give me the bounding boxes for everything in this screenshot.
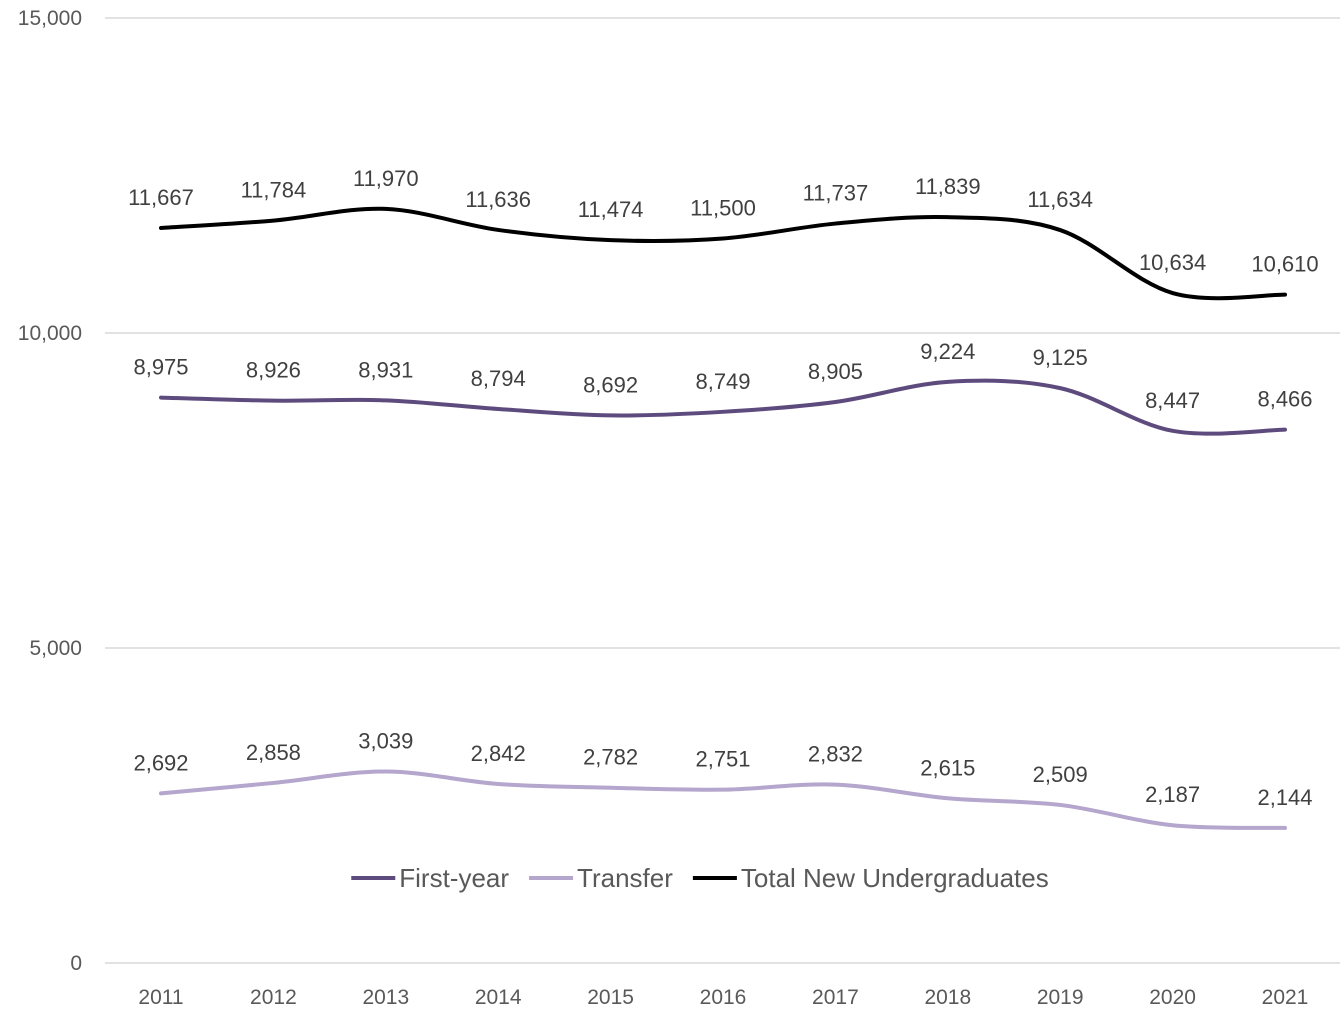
x-tick-label: 2012 bbox=[250, 986, 297, 1009]
data-label-total-new-undergraduates: 11,636 bbox=[465, 187, 531, 212]
data-label-transfer: 2,832 bbox=[808, 742, 863, 767]
gridlines bbox=[105, 17, 1340, 964]
x-tick-label: 2017 bbox=[812, 986, 859, 1009]
data-label-total-new-undergraduates: 11,474 bbox=[578, 197, 644, 222]
series-lines bbox=[159, 206, 1287, 830]
legend-label: Total New Undergraduates bbox=[741, 863, 1049, 893]
x-tick-label: 2011 bbox=[138, 986, 183, 1009]
data-label-first-year: 9,224 bbox=[920, 339, 975, 364]
y-tick-label: 5,000 bbox=[29, 637, 82, 660]
data-label-transfer: 2,615 bbox=[920, 755, 975, 780]
x-tick-label: 2018 bbox=[924, 986, 971, 1009]
data-label-total-new-undergraduates: 11,500 bbox=[690, 196, 756, 221]
legend: First-year Transfer Total New Undergraduat… bbox=[351, 863, 1049, 893]
data-label-first-year: 8,926 bbox=[246, 358, 301, 383]
legend-label: Transfer bbox=[577, 863, 673, 893]
data-label-transfer: 2,144 bbox=[1257, 785, 1312, 810]
data-label-transfer: 2,509 bbox=[1033, 762, 1088, 787]
x-tick-label: 2015 bbox=[587, 986, 634, 1009]
data-label-first-year: 8,975 bbox=[133, 355, 188, 380]
legend-label: First-year bbox=[399, 863, 509, 893]
x-tick-label: 2021 bbox=[1262, 986, 1309, 1009]
x-tick-label: 2014 bbox=[475, 986, 522, 1009]
data-label-first-year: 9,125 bbox=[1033, 345, 1088, 370]
y-tick-label: 15,000 bbox=[18, 7, 82, 30]
data-label-total-new-undergraduates: 11,634 bbox=[1027, 187, 1093, 212]
data-label-total-new-undergraduates: 11,839 bbox=[915, 174, 981, 199]
data-label-transfer: 2,187 bbox=[1145, 782, 1200, 807]
legend-item-transfer: Transfer bbox=[529, 863, 673, 893]
legend-item-total-new-undergraduates: Total New Undergraduates bbox=[692, 863, 1049, 893]
data-label-first-year: 8,447 bbox=[1145, 388, 1200, 413]
data-label-total-new-undergraduates: 10,634 bbox=[1139, 250, 1206, 275]
data-label-transfer: 2,842 bbox=[471, 741, 526, 766]
x-axis-ticks: 2011 2012 2013 2014 2015 2016 2017 2018 2019 2020… bbox=[138, 986, 1308, 1009]
x-tick-label: 2019 bbox=[1037, 986, 1084, 1009]
data-label-transfer: 2,692 bbox=[133, 750, 188, 775]
data-label-transfer: 2,751 bbox=[695, 747, 750, 772]
data-label-first-year: 8,466 bbox=[1257, 387, 1312, 412]
legend-item-first-year: First-year bbox=[351, 863, 509, 893]
y-axis-ticks: 0 5,000 10,000 15,000 bbox=[18, 7, 82, 975]
data-label-total-new-undergraduates: 10,610 bbox=[1251, 252, 1318, 277]
y-tick-label: 10,000 bbox=[18, 322, 82, 345]
data-label-total-new-undergraduates: 11,970 bbox=[353, 166, 419, 191]
data-label-total-new-undergraduates: 11,784 bbox=[241, 178, 307, 203]
y-tick-label: 0 bbox=[70, 952, 82, 975]
data-label-transfer: 2,858 bbox=[246, 740, 301, 765]
data-label-transfer: 3,039 bbox=[358, 729, 413, 754]
data-label-first-year: 8,931 bbox=[358, 357, 413, 382]
data-label-first-year: 8,794 bbox=[471, 366, 526, 391]
data-labels: 8,975 8,926 8,931 8,794 8,692 8,749 8,905 9,224… bbox=[128, 166, 1318, 810]
data-label-transfer: 2,782 bbox=[583, 745, 638, 770]
data-label-first-year: 8,905 bbox=[808, 359, 863, 384]
x-tick-label: 2016 bbox=[700, 986, 747, 1009]
series-line-first-year bbox=[159, 378, 1287, 436]
data-label-first-year: 8,692 bbox=[583, 372, 638, 397]
series-line-total-new-undergraduates bbox=[159, 206, 1287, 301]
series-line-transfer bbox=[159, 769, 1287, 830]
data-label-first-year: 8,749 bbox=[695, 369, 750, 394]
data-label-total-new-undergraduates: 11,667 bbox=[128, 185, 194, 210]
x-tick-label: 2020 bbox=[1149, 986, 1196, 1009]
data-label-total-new-undergraduates: 11,737 bbox=[803, 181, 869, 206]
x-tick-label: 2013 bbox=[362, 986, 409, 1009]
